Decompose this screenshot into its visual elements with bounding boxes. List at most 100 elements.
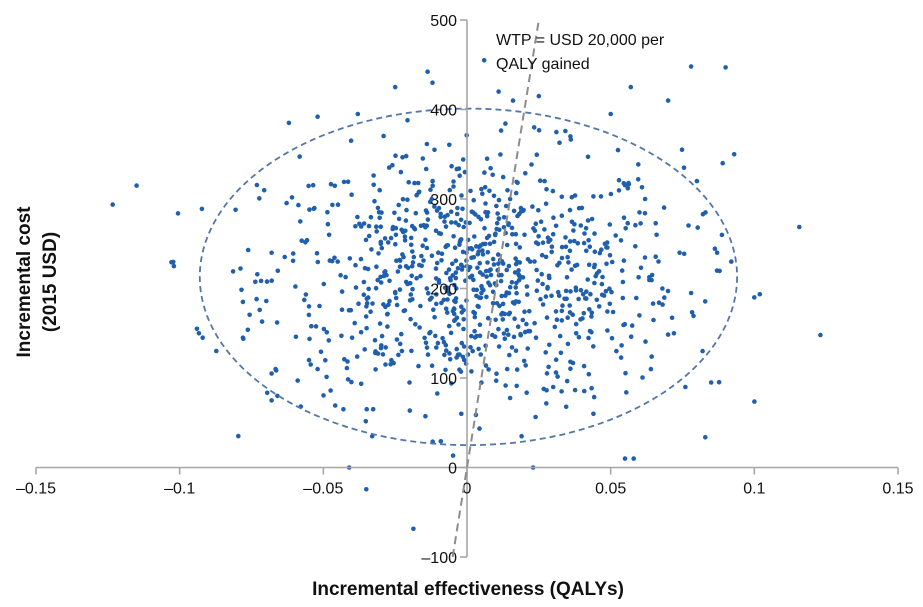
data-point (507, 196, 513, 202)
data-point (573, 321, 579, 327)
data-point (439, 251, 445, 257)
data-point (469, 247, 475, 252)
data-point (335, 259, 341, 264)
data-point (361, 279, 367, 285)
data-point (389, 357, 394, 363)
data-point (306, 312, 312, 318)
data-point (605, 328, 610, 333)
data-point (253, 279, 258, 285)
data-point (257, 307, 263, 313)
data-point (521, 358, 527, 364)
data-point (482, 225, 487, 231)
data-point (563, 288, 569, 294)
data-point (257, 196, 262, 201)
data-point (555, 374, 560, 379)
data-point (587, 307, 592, 312)
data-point (527, 328, 533, 334)
data-point (509, 345, 515, 350)
data-point (614, 348, 619, 354)
data-point (349, 379, 354, 385)
data-point (457, 239, 463, 245)
data-point (571, 228, 576, 233)
x-axis-title: Incremental effectiveness (QALYs) (312, 579, 624, 600)
data-point (408, 316, 413, 322)
data-point (532, 259, 537, 264)
data-point (484, 156, 490, 161)
data-point (345, 359, 350, 364)
data-point (339, 307, 345, 313)
data-point (405, 265, 411, 271)
data-point (239, 287, 244, 293)
data-point (497, 303, 502, 309)
data-point (368, 309, 373, 315)
data-point (558, 350, 564, 356)
data-point (468, 345, 473, 350)
data-point (469, 209, 475, 214)
data-point (258, 278, 264, 284)
data-point (635, 177, 641, 182)
data-point (402, 308, 408, 313)
data-point (468, 188, 473, 194)
data-point (254, 296, 259, 302)
data-point (400, 196, 406, 202)
data-point (382, 236, 388, 241)
data-point (455, 205, 460, 211)
data-point (396, 216, 402, 222)
data-point (507, 284, 513, 290)
data-point (615, 147, 621, 153)
data-point (404, 207, 409, 213)
data-point (677, 250, 682, 255)
data-point (415, 180, 421, 186)
data-point (596, 269, 602, 274)
data-point (456, 322, 461, 327)
data-point (363, 419, 369, 424)
data-point (520, 208, 526, 214)
data-point (424, 345, 430, 350)
data-point (447, 291, 452, 297)
data-point (506, 311, 512, 317)
data-point (564, 296, 569, 302)
data-point (564, 378, 570, 384)
data-point (302, 297, 307, 303)
data-point (382, 270, 387, 275)
data-point (454, 346, 460, 352)
data-point (556, 293, 562, 299)
data-point (543, 294, 549, 299)
data-point (609, 289, 614, 295)
data-point (477, 260, 483, 266)
data-point (565, 341, 571, 347)
data-point (338, 273, 343, 278)
data-point (650, 301, 656, 306)
data-point (513, 231, 519, 237)
data-point (385, 324, 390, 329)
data-point (134, 183, 139, 188)
data-point (488, 272, 494, 278)
data-point (459, 340, 465, 346)
data-point (575, 241, 581, 246)
data-point (484, 294, 489, 300)
data-point (364, 406, 370, 412)
data-point (623, 370, 628, 376)
data-point (469, 333, 474, 339)
data-point (532, 228, 538, 233)
data-point (328, 388, 333, 393)
data-point (679, 147, 685, 152)
data-point (451, 179, 456, 184)
data-point (452, 318, 457, 324)
data-point (488, 165, 493, 171)
data-point (586, 262, 592, 268)
data-point (550, 231, 556, 237)
data-point (469, 255, 474, 261)
data-point (616, 177, 622, 183)
data-point (394, 337, 400, 342)
data-point (515, 180, 520, 186)
data-point (479, 186, 484, 192)
data-point (717, 268, 722, 274)
data-point (435, 340, 441, 346)
data-point (591, 344, 596, 349)
data-point (480, 241, 486, 247)
data-point (517, 245, 523, 250)
data-point (379, 245, 385, 251)
data-point (339, 333, 344, 339)
data-point (621, 215, 627, 220)
